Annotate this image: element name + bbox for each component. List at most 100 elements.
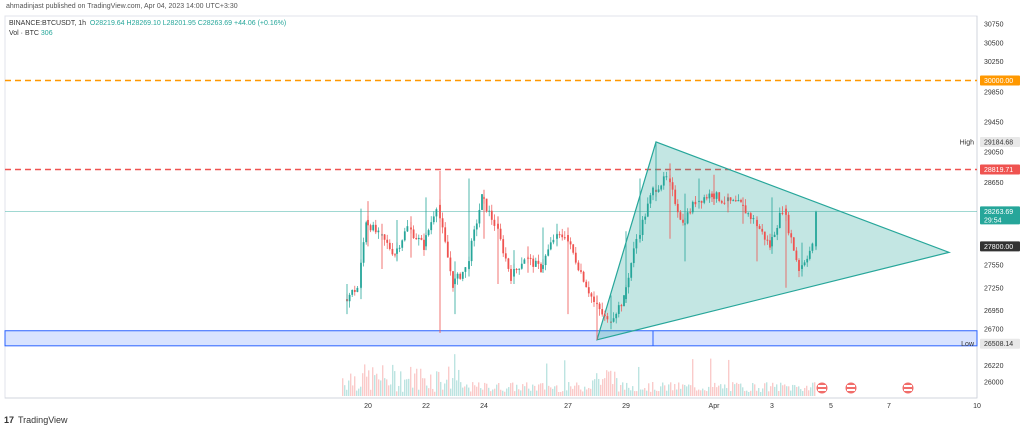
candle-body [682, 219, 684, 223]
y-tick-label: 30250 [984, 59, 1004, 66]
change-value: +44.06 (+0.16%) [234, 20, 287, 27]
y-tick-label: 28650 [984, 180, 1004, 187]
candle-body [679, 212, 682, 220]
candle-body [569, 241, 572, 245]
candle-body [485, 198, 488, 212]
volume-bar [404, 379, 406, 396]
volume-bar [544, 389, 546, 396]
tradingview-brand[interactable]: 17 TradingView [4, 415, 68, 425]
candle-body [674, 189, 677, 204]
volume-bar [780, 382, 782, 396]
volume-bar [786, 386, 788, 396]
candle-body [632, 248, 635, 264]
volume-bar [694, 387, 696, 396]
volume-bar [410, 366, 412, 396]
volume-bar [562, 391, 564, 396]
volume-bar [594, 379, 596, 396]
volume-bar [488, 387, 490, 396]
volume-bar [362, 373, 364, 396]
volume-bar [740, 383, 742, 396]
volume-bar [728, 359, 730, 396]
candle-body [490, 210, 493, 220]
volume-bar [432, 388, 434, 396]
volume-bar [424, 378, 426, 396]
volume-bar [642, 389, 644, 396]
volume-bar [760, 391, 762, 396]
x-tick-label: 29 [622, 403, 630, 410]
y-tick-label: 29050 [984, 150, 1004, 157]
volume-bar [612, 384, 614, 396]
candle-body [544, 255, 547, 266]
volume-bar [360, 386, 362, 396]
volume-bar [714, 382, 716, 396]
candle-body [803, 262, 806, 266]
volume-bar [804, 387, 806, 396]
volume-bar [790, 390, 792, 396]
candle-body [574, 252, 577, 263]
volume-bar [564, 360, 566, 396]
candle-body [353, 289, 356, 292]
volume-bar [750, 390, 752, 396]
volume-bar [400, 371, 402, 396]
volume-bar [510, 383, 512, 396]
volume-bar [556, 385, 558, 396]
volume-bar [396, 391, 398, 396]
candle-body [499, 228, 502, 240]
volume-bar [574, 385, 576, 396]
volume-bar [408, 378, 410, 396]
volume-bar [388, 385, 390, 396]
candle-body [808, 250, 811, 259]
volume-bar [394, 371, 396, 396]
candle-body [749, 213, 752, 220]
volume-bar [722, 388, 724, 396]
y-tick-label: 30750 [984, 22, 1004, 29]
volume-bar [512, 382, 514, 396]
volume-bar [768, 391, 770, 396]
candle-body [652, 187, 654, 196]
volume-bar [720, 384, 722, 396]
candle-body [708, 193, 711, 199]
candle-body [781, 212, 784, 214]
candle-body [464, 267, 467, 272]
volume-bar [716, 387, 718, 396]
y-tick-label: 27550 [984, 263, 1004, 270]
candle-body [737, 200, 740, 202]
volume-bar [426, 385, 428, 396]
volume-bar [496, 384, 498, 396]
volume-bar [414, 373, 416, 396]
candle-body [734, 200, 737, 202]
volume-bar [434, 391, 436, 396]
volume-bar [448, 366, 450, 396]
y-tick-label: 29850 [984, 89, 1004, 96]
x-tick-label: 22 [422, 403, 430, 410]
volume-bar [550, 387, 552, 396]
volume-bar [348, 380, 350, 396]
volume-bar [520, 390, 522, 396]
candle-body [630, 263, 633, 278]
volume-bar [482, 389, 484, 396]
candle-body [532, 258, 535, 267]
candle-body [558, 234, 561, 236]
volume-bar [758, 388, 760, 396]
volume-bar [590, 388, 592, 396]
volume-bar [406, 379, 408, 396]
volume-bar [738, 384, 740, 396]
volume-bar [794, 385, 796, 396]
volume-bar [548, 385, 550, 396]
volume-bar [350, 373, 352, 396]
last-price-label: 28263.69 [984, 209, 1013, 216]
volume-bar [742, 387, 744, 396]
low-price-box [980, 338, 1020, 349]
volume-bar [554, 386, 556, 396]
x-tick-label: 27 [564, 403, 572, 410]
y-tick-label: 26000 [984, 380, 1004, 387]
volume-bar [392, 364, 394, 396]
candle-body [401, 240, 404, 248]
volume-bar [536, 390, 538, 396]
candle-body [406, 226, 409, 232]
volume-bar [610, 370, 612, 396]
volume-bar [542, 383, 544, 396]
volume-bar [802, 391, 804, 396]
flag-stripe [904, 385, 912, 387]
